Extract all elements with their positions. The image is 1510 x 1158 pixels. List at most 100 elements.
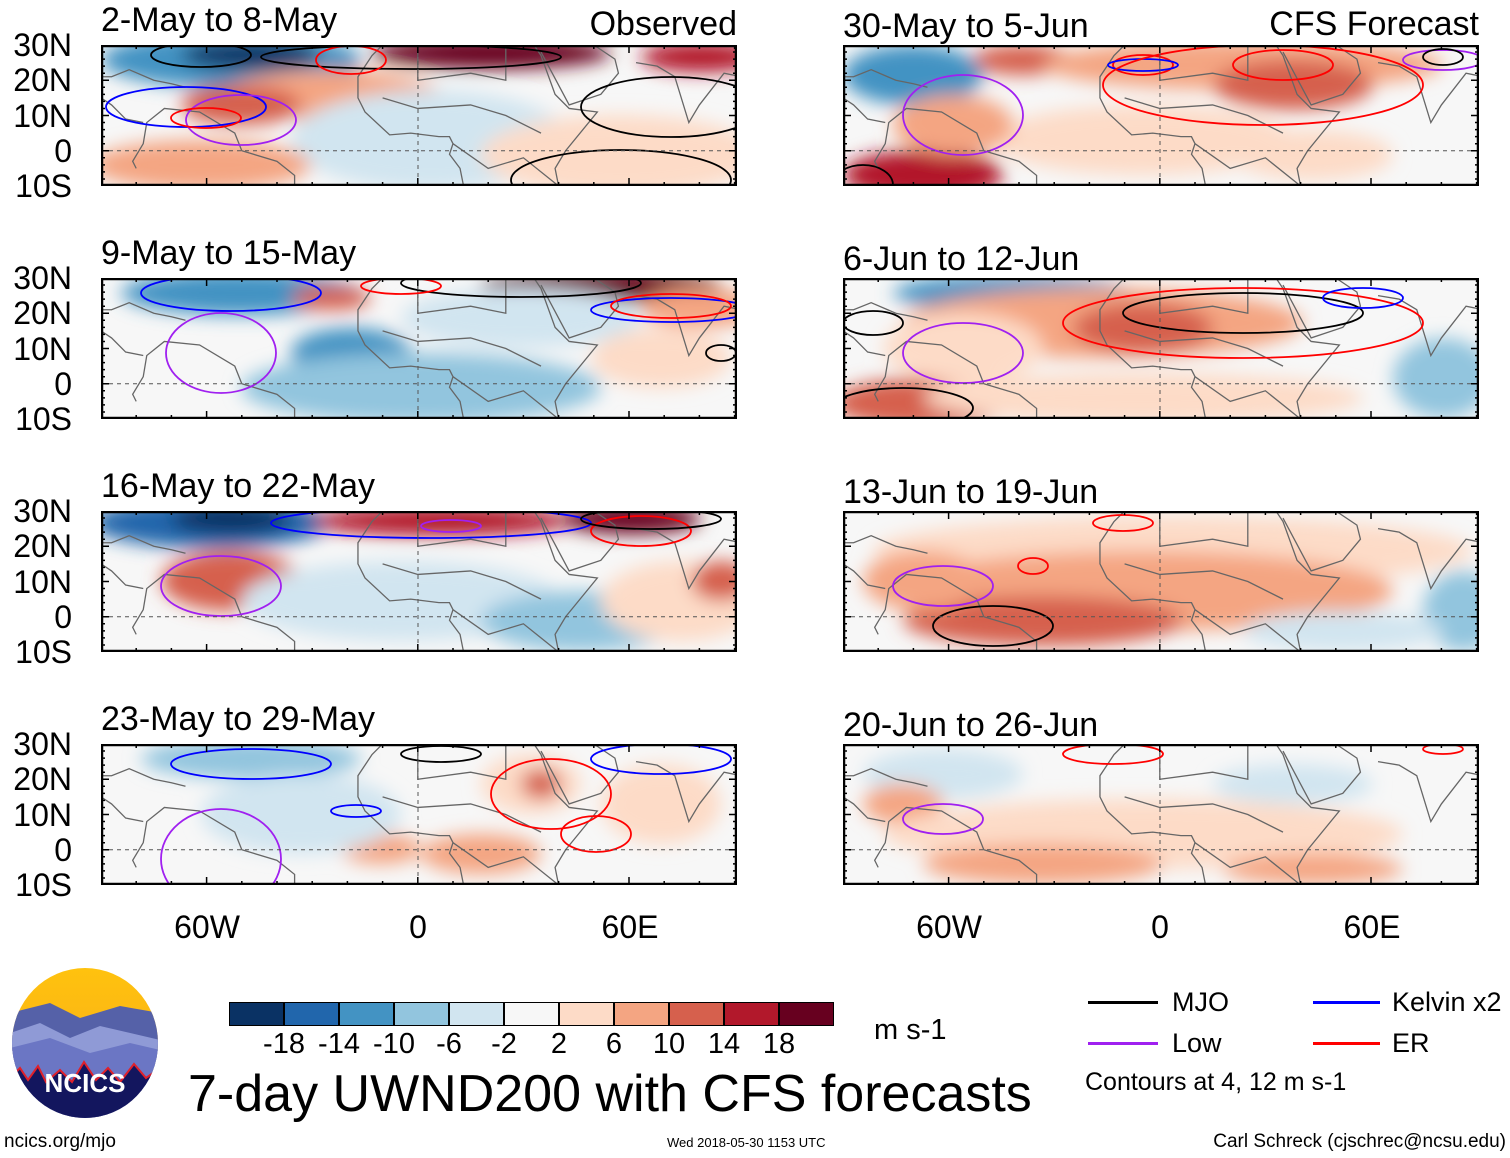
coastline (1159, 278, 1249, 315)
wave-contour (165, 312, 277, 394)
wind-anomaly-region (1393, 338, 1479, 418)
coastline (417, 744, 507, 781)
coastline (382, 563, 542, 600)
coastline (131, 573, 296, 652)
coastline (452, 376, 560, 419)
wave-contour (490, 758, 612, 830)
lat-tick-label: 20N (13, 295, 72, 332)
coastline (540, 278, 620, 339)
coastline (101, 534, 186, 554)
panel-tag: Observed (589, 5, 737, 43)
coastline (1377, 294, 1479, 358)
colorbar-tick-label: 2 (550, 1028, 568, 1060)
coastline (1377, 760, 1479, 824)
wave-contour (1102, 45, 1424, 126)
lat-tick-label: 30N (13, 27, 72, 63)
wave-contour (270, 511, 592, 539)
coastline (131, 806, 296, 885)
panel-frame (843, 744, 1479, 885)
coastline (357, 278, 465, 419)
panel-frame (101, 278, 737, 419)
wave-contour (1062, 287, 1424, 359)
coastline (101, 301, 186, 321)
wave-contour (590, 297, 737, 323)
wind-anomaly-region (993, 105, 1293, 175)
wave-contour (902, 322, 1024, 384)
coastline (1275, 45, 1341, 186)
coastline (635, 61, 737, 125)
legend-label-kelvin: Kelvin x2 (1392, 987, 1502, 1017)
wind-anomaly-region (1223, 854, 1403, 884)
colorbar-tick-label: -10 (373, 1028, 415, 1060)
map-panel (101, 744, 737, 885)
panel-title: 30-May to 5-Jun (843, 7, 1089, 45)
legend-line-low (1088, 1042, 1158, 1045)
coastline (533, 511, 599, 652)
coastline (533, 744, 599, 885)
coastline (1099, 278, 1207, 419)
wave-contour (420, 519, 482, 533)
wave-contour (1092, 514, 1154, 532)
wind-anomaly-region (863, 551, 983, 611)
colorbar-tick-label: 18 (762, 1028, 796, 1060)
lat-tick-label: 30N (13, 726, 72, 762)
footer-url[interactable]: ncics.org/mjo (4, 1131, 116, 1152)
colorbar-swatch (339, 1002, 394, 1026)
panel-title: 2-May to 8-May (101, 1, 338, 39)
lon-tick-label: 60E (1343, 909, 1401, 945)
coastline (357, 744, 465, 885)
wind-anomaly-region (1243, 611, 1443, 651)
lat-tick-label: 10S (15, 168, 72, 204)
colorbar-tick-label: -6 (436, 1028, 462, 1060)
wave-contour (185, 94, 297, 146)
coastline (1377, 527, 1479, 591)
coastline (540, 45, 620, 106)
legend-line-er (1313, 1042, 1380, 1045)
contour-note: Contours at 4, 12 m s-1 (1085, 1068, 1347, 1096)
wave-contour (1122, 292, 1364, 334)
coastline (382, 330, 542, 367)
coastline (417, 511, 507, 548)
panel-title: 9-May to 15-May (101, 234, 357, 272)
coastline (131, 340, 296, 419)
map-panel (843, 278, 1479, 419)
coastline (1099, 744, 1207, 885)
wave-contour (580, 511, 722, 530)
colorbar-swatch (229, 1002, 284, 1026)
wave-contour (1422, 48, 1464, 66)
wave-contour (932, 605, 1054, 647)
lat-tick-label: 20N (13, 761, 72, 798)
coastline (101, 563, 144, 590)
wind-anomaly-region (601, 764, 721, 844)
wind-anomaly-region (893, 95, 1013, 155)
coastline (101, 97, 144, 124)
colorbar-tick-label: -18 (263, 1028, 305, 1060)
colorbar-swatch (559, 1002, 614, 1026)
wave-contour (260, 45, 562, 70)
coastline (1282, 744, 1362, 805)
wave-contour (360, 278, 442, 295)
coastline (1194, 609, 1302, 652)
wave-contour (843, 310, 904, 336)
wave-contour (1232, 49, 1334, 81)
legend-label-er: ER (1392, 1028, 1430, 1058)
lon-tick-label: 0 (409, 909, 427, 945)
coastline (873, 340, 1038, 419)
coastline (843, 563, 886, 590)
colorbar-swatch (284, 1002, 339, 1026)
coastline (452, 143, 560, 186)
panel-tag: CFS Forecast (1269, 5, 1479, 43)
wind-anomaly-region (903, 596, 1183, 646)
footer-author: Carl Schreck (cjschrec@ncsu.edu) (1213, 1131, 1506, 1152)
lon-tick-label: 60W (174, 909, 240, 945)
coastline (382, 97, 542, 134)
footer-timestamp: Wed 2018-05-30 1153 UTC (667, 1135, 826, 1150)
wind-anomaly-region (863, 784, 943, 824)
wind-anomaly-region (1073, 303, 1213, 353)
coastline (843, 68, 928, 88)
colorbar-swatch (669, 1002, 724, 1026)
ncics-logo: NCICS (12, 968, 158, 1118)
wave-contour (150, 45, 252, 68)
wind-anomaly-region (421, 834, 541, 874)
coastline (843, 534, 928, 554)
